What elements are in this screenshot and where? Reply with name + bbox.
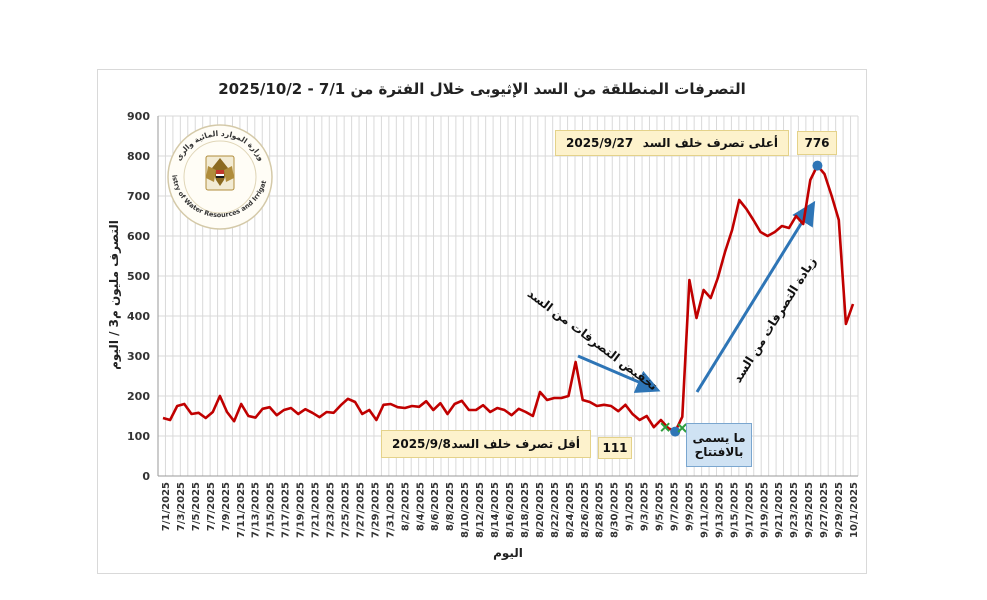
x-tick-label: 8/28/2025 [595, 482, 606, 538]
max-point-marker [812, 160, 823, 171]
y-tick-label: 600 [127, 230, 150, 243]
x-tick-label: 8/26/2025 [580, 482, 591, 538]
x-axis-label: اليوم [493, 546, 523, 561]
x-tick-label: 7/15/2025 [266, 482, 277, 538]
x-tick-label: 9/9/2025 [684, 482, 695, 531]
x-tick-label: 9/23/2025 [789, 482, 800, 538]
x-tick-label: 9/13/2025 [714, 482, 725, 538]
y-tick-label: 100 [127, 430, 150, 443]
x-tick-label: 9/15/2025 [729, 482, 740, 538]
x-tick-label: 8/20/2025 [535, 482, 546, 538]
y-tick-label: 300 [127, 350, 150, 363]
x-tick-label: 8/12/2025 [475, 482, 486, 538]
x-tick-label: 9/3/2025 [640, 482, 651, 531]
min-value: 111 [602, 441, 628, 455]
x-axis-ticks: 7/1/2025 7/3/2025 7/5/2025 7/7/2025 7/9/2025… [161, 482, 860, 538]
series-line [162, 164, 855, 433]
min-annotation-box: 2025/9/8 أقل تصرف خلف السد [381, 430, 591, 458]
x-tick-label: 8/14/2025 [490, 482, 501, 538]
x-tick-label: 8/2/2025 [400, 482, 411, 531]
min-point-marker [670, 426, 681, 437]
x-tick-label: 8/6/2025 [430, 482, 441, 531]
x-tick-label: 7/13/2025 [251, 482, 262, 538]
eagle-emblem-icon [205, 155, 235, 191]
x-tick-label: 7/5/2025 [191, 482, 202, 531]
x-tick-label: 7/3/2025 [176, 482, 187, 531]
x-tick-label: 9/7/2025 [670, 482, 681, 531]
x-tick-label: 7/31/2025 [385, 482, 396, 538]
x-tick-label: 9/27/2025 [819, 482, 830, 538]
x-tick-label: 7/29/2025 [370, 482, 381, 538]
x-tick-label: 7/19/2025 [296, 482, 307, 538]
x-tick-label: 7/1/2025 [161, 482, 172, 531]
y-axis-ticks: 0 100 200 300 400 500 600 700 800 900 [127, 110, 150, 483]
x-tick-label: 9/5/2025 [655, 482, 666, 531]
y-tick-label: 0 [142, 470, 150, 483]
x-tick-label: 8/30/2025 [610, 482, 621, 538]
x-tick-label: 9/1/2025 [625, 482, 636, 531]
x-tick-label: 7/11/2025 [236, 482, 247, 538]
min-date: 2025/9/8 [392, 437, 451, 451]
increase-arrow [695, 200, 816, 393]
x-tick-label: 9/19/2025 [759, 482, 770, 538]
green-x-marker-icon [660, 422, 670, 432]
x-tick-label: 8/8/2025 [445, 482, 456, 531]
series-layer [162, 160, 855, 437]
max-annotation-box: 2025/9/27 أعلى تصرف خلف السد [555, 130, 789, 156]
x-tick-label: 8/16/2025 [505, 482, 516, 538]
x-tick-label: 7/25/2025 [340, 482, 351, 538]
x-tick-label: 8/4/2025 [415, 482, 426, 531]
x-tick-label: 9/21/2025 [774, 482, 785, 538]
opening-text: ما يسمى بالافتتاح [692, 431, 746, 459]
y-tick-label: 900 [127, 110, 150, 123]
y-tick-label: 700 [127, 190, 150, 203]
x-tick-label: 9/29/2025 [834, 482, 845, 538]
chart-title: التصرفات المنطلقة من السد الإثيوبى خلال … [218, 80, 746, 98]
opening-annotation-box: ما يسمى بالافتتاح [686, 423, 752, 467]
x-tick-label: 7/21/2025 [311, 482, 322, 538]
y-axis-label: التصرف مليون م3 / اليوم [107, 220, 122, 370]
x-tick-label: 8/10/2025 [460, 482, 471, 538]
grid-layer [157, 115, 859, 477]
max-value: 776 [804, 136, 830, 150]
max-date: 2025/9/27 [566, 136, 634, 150]
y-tick-label: 800 [127, 150, 150, 163]
x-tick-label: 7/17/2025 [281, 482, 292, 538]
y-tick-label: 400 [127, 310, 150, 323]
green-x-marker-icon [677, 423, 687, 433]
decrease-arrow [577, 354, 661, 393]
ministry-logo: وزارة الموارد المائية والرى Ministry of … [158, 122, 273, 230]
x-tick-label: 9/17/2025 [744, 482, 755, 538]
x-tick-label: 8/24/2025 [565, 482, 576, 538]
y-tick-label: 200 [127, 390, 150, 403]
min-text: أقل تصرف خلف السد [451, 437, 580, 451]
max-value-box: 776 [797, 131, 837, 155]
x-tick-label: 7/9/2025 [221, 482, 232, 531]
y-tick-label: 500 [127, 270, 150, 283]
x-tick-label: 7/23/2025 [326, 482, 337, 538]
x-tick-label: 8/18/2025 [520, 482, 531, 538]
x-tick-label: 9/25/2025 [804, 482, 815, 538]
min-value-box: 111 [598, 437, 632, 459]
x-tick-label: 8/22/2025 [550, 482, 561, 538]
x-tick-label: 7/7/2025 [206, 482, 217, 531]
x-tick-label: 10/1/2025 [849, 482, 860, 538]
x-tick-label: 7/27/2025 [355, 482, 366, 538]
x-tick-label: 9/11/2025 [699, 482, 710, 538]
max-text: أعلى تصرف خلف السد [642, 136, 778, 150]
